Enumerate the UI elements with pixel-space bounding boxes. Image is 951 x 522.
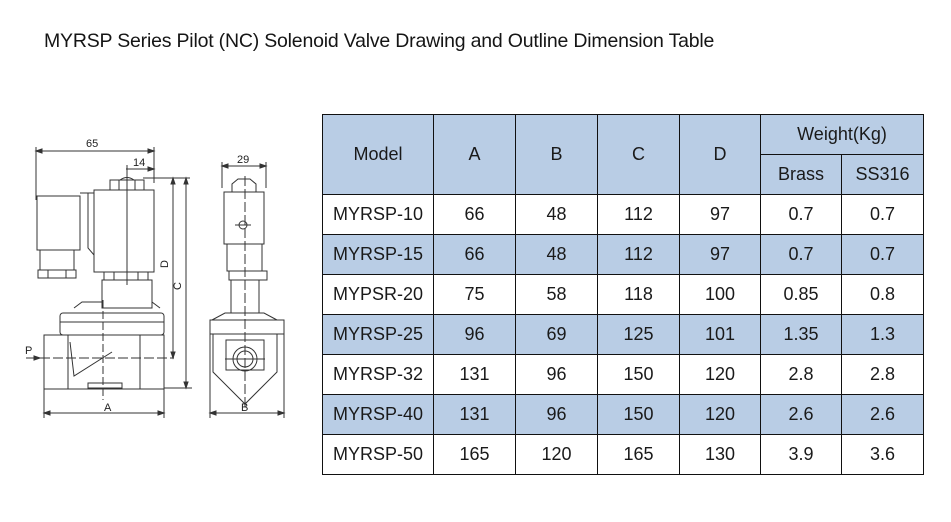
cell-a: 75 [433, 274, 516, 315]
table-row: MYRSP-32 131 96 150 120 2.8 2.8 [322, 354, 924, 395]
cell-d: 120 [679, 354, 761, 395]
header-ss316: SS316 [841, 154, 924, 195]
cell-c: 112 [597, 194, 680, 235]
cell-d: 130 [679, 434, 761, 475]
cell-a: 165 [433, 434, 516, 475]
cell-ss316: 1.3 [841, 314, 924, 355]
cell-d: 97 [679, 194, 761, 235]
cell-d: 120 [679, 394, 761, 435]
cell-c: 125 [597, 314, 680, 355]
dim-label-c: C [172, 282, 184, 290]
cell-ss316: 2.6 [841, 394, 924, 435]
cell-b: 48 [515, 194, 598, 235]
header-d: D [679, 114, 761, 195]
dimension-table: Model A B C D Weight(Kg) Brass SS316 MYR… [322, 114, 924, 475]
cell-b: 120 [515, 434, 598, 475]
cell-a: 131 [433, 354, 516, 395]
cell-b: 96 [515, 394, 598, 435]
header-brass: Brass [760, 154, 842, 195]
cell-brass: 0.7 [760, 194, 842, 235]
header-a: A [433, 114, 516, 195]
cell-b: 58 [515, 274, 598, 315]
cell-a: 96 [433, 314, 516, 355]
cell-c: 165 [597, 434, 680, 475]
cell-model: MYRSP-10 [322, 194, 434, 235]
dim-label-d: D [159, 260, 171, 268]
dim-label-b: B [241, 402, 248, 414]
valve-outline-drawing: 65 14 D C A P 29 B [25, 138, 286, 418]
cell-a: 66 [433, 194, 516, 235]
dim-label-a: A [104, 402, 112, 414]
table-subheader-row: Brass SS316 [323, 154, 924, 195]
cell-ss316: 3.6 [841, 434, 924, 475]
cell-model: MYRSP-40 [322, 394, 434, 435]
table-row: MYRSP-15 66 48 112 97 0.7 0.7 [322, 234, 924, 275]
cell-c: 150 [597, 394, 680, 435]
cell-c: 118 [597, 274, 680, 315]
table-row: MYRSP-40 131 96 150 120 2.6 2.6 [322, 394, 924, 435]
cell-brass: 0.85 [760, 274, 842, 315]
table-row: MYPSR-20 75 58 118 100 0.85 0.8 [322, 274, 924, 315]
side-view [26, 147, 192, 418]
dim-label-65: 65 [86, 138, 98, 150]
cell-model: MYRSP-32 [322, 354, 434, 395]
cell-a: 131 [433, 394, 516, 435]
cell-ss316: 0.7 [841, 194, 924, 235]
cell-b: 48 [515, 234, 598, 275]
cell-ss316: 2.8 [841, 354, 924, 395]
cell-ss316: 0.7 [841, 234, 924, 275]
cell-d: 101 [679, 314, 761, 355]
dim-label-29: 29 [237, 154, 249, 166]
table-header-row: Model A B C D Weight(Kg) [322, 114, 924, 195]
cell-c: 112 [597, 234, 680, 275]
cell-model: MYPSR-20 [322, 274, 434, 315]
cell-d: 100 [679, 274, 761, 315]
table-row: MYRSP-50 165 120 165 130 3.9 3.6 [322, 434, 924, 475]
cell-model: MYRSP-25 [322, 314, 434, 355]
table-row: MYRSP-10 66 48 112 97 0.7 0.7 [322, 194, 924, 235]
cell-c: 150 [597, 354, 680, 395]
front-view [208, 162, 286, 418]
header-b: B [515, 114, 598, 195]
header-weight: Weight(Kg) [760, 114, 924, 155]
cell-brass: 2.6 [760, 394, 842, 435]
cell-brass: 0.7 [760, 234, 842, 275]
port-label-p: P [25, 345, 32, 357]
cell-brass: 2.8 [760, 354, 842, 395]
cell-a: 66 [433, 234, 516, 275]
header-model: Model [322, 114, 434, 195]
cell-brass: 1.35 [760, 314, 842, 355]
cell-d: 97 [679, 234, 761, 275]
cell-brass: 3.9 [760, 434, 842, 475]
cell-model: MYRSP-50 [322, 434, 434, 475]
dim-label-14: 14 [133, 157, 145, 169]
cell-ss316: 0.8 [841, 274, 924, 315]
cell-model: MYRSP-15 [322, 234, 434, 275]
header-c: C [597, 114, 680, 195]
cell-b: 96 [515, 354, 598, 395]
page-title: MYRSP Series Pilot (NC) Solenoid Valve D… [44, 30, 715, 52]
cell-b: 69 [515, 314, 598, 355]
table-row: MYRSP-25 96 69 125 101 1.35 1.3 [322, 314, 924, 355]
